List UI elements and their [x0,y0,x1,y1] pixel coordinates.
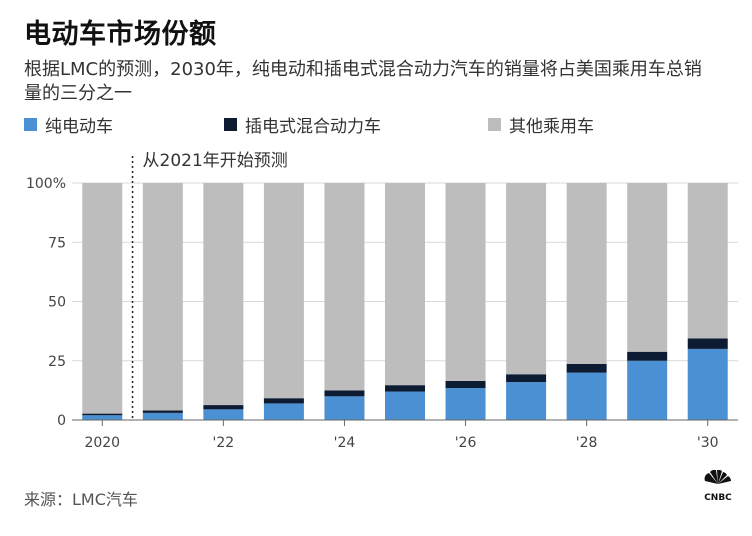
logo-text: CNBC [704,493,732,503]
x-tick-label: '26 [455,435,477,451]
bar-segment [324,396,365,420]
bar-segment [506,183,547,375]
bar-segment [142,412,183,420]
legend-label-bev: 纯电动车 [45,117,113,137]
legend-item-other: 其他乘用车 [488,112,594,137]
bar-segment [687,348,728,420]
cnbc-logo: CNBC [696,469,740,508]
stacked-bar-chart: 0 25 50 75 100% 2020 '22 '24 '26 '28 '30 从2021年开始… [26,151,738,451]
bar-segment [324,183,365,391]
bar-segment [203,183,244,406]
legend-label-phev: 插电式混合动力车 [245,117,381,137]
bar-segment [687,183,728,339]
bar-segment [445,388,486,420]
y-axis-ticks: 0 25 50 75 100% [26,176,66,429]
x-tick-label: '30 [697,435,719,451]
chart-subtitle: 根据LMC的预测，2030年，纯电动和插电式混合动力汽车的销量将占美国乘用车总销… [24,59,702,104]
bar-segment [385,385,425,392]
bar-segment [385,391,425,420]
y-tick-label: 50 [48,295,66,311]
x-tick-label: '24 [334,435,356,451]
y-tick-label: 25 [48,354,66,370]
bar-segment [263,403,304,420]
x-tick-label: '22 [213,435,235,451]
bar-segment [82,415,123,420]
bar-segment [203,409,244,420]
bar-segment [82,183,123,414]
bar-segment [687,338,728,349]
bar-segment [82,413,123,416]
bar-segment [566,363,607,373]
y-tick-label: 75 [48,235,66,251]
bar-segment [445,380,486,389]
bar-segment [627,351,668,361]
bar-segment [385,183,425,386]
y-tick-label: 0 [57,413,66,429]
x-tick-label: 2020 [84,435,120,451]
source-note: 来源：LMC汽车 [24,490,138,509]
x-axis-ticks: 2020 '22 '24 '26 '28 '30 [72,419,738,451]
bar-segment [506,382,547,420]
legend: 纯电动车 插电式混合动力车 其他乘用车 [24,112,594,137]
bar-segment [445,183,486,381]
legend-swatch-bev [24,118,37,131]
bar-segment [263,398,304,404]
forecast-annotation: 从2021年开始预测 [143,151,288,171]
bar-segment [627,183,668,352]
legend-item-bev: 纯电动车 [24,112,224,137]
bar-segment [324,390,365,397]
bar-segment [142,183,183,411]
bar-segment [263,183,304,399]
bar-segment [566,183,607,364]
x-tick-label: '28 [576,435,598,451]
legend-swatch-other [488,118,501,131]
y-tick-label: 100% [26,176,66,192]
bar-segment [566,372,607,420]
bar-segment [506,374,547,383]
bar-segment [627,360,668,420]
legend-item-phev: 插电式混合动力车 [224,112,488,137]
bars-group [82,183,728,420]
legend-label-other: 其他乘用车 [509,117,594,137]
chart-title: 电动车市场份额 [24,19,217,50]
bar-segment [203,405,244,410]
bar-segment [142,410,183,413]
legend-swatch-phev [224,118,237,131]
